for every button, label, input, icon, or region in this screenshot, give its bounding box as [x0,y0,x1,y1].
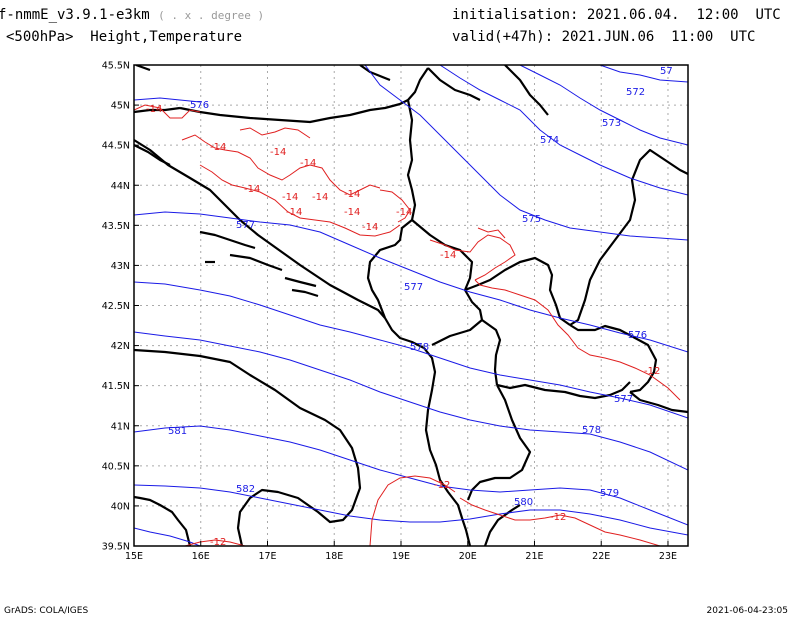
temperature-label: -12 [644,366,660,377]
units-label: ( . x . degree ) [158,9,265,22]
lat-tick-label: 40N [111,501,130,512]
height-label-group: 576 572 573 574 575 577 577 578 576 577 … [168,66,673,508]
temperature-label: -12 [550,512,566,523]
temperature-label: -14 [312,192,328,203]
height-label: 576 [628,330,647,341]
temperature-label: -14 [282,192,298,203]
temperature-label: -14 [146,104,162,115]
coastlines-and-borders [134,65,688,546]
height-label: 575 [522,214,541,225]
field-title: <500hPa> Height,Temperature [6,29,243,45]
lat-tick-label: 44N [111,181,130,192]
lat-tick-label: 45N [111,101,130,112]
height-label: 582 [236,484,255,495]
temperature-label: -14 [344,189,360,200]
lat-tick-label: 39.5N [102,542,130,553]
lat-tick-label: 44.5N [102,141,130,152]
lat-tick-label: 45.5N [102,61,130,72]
software-credit: GrADS: COLA/IGES [4,606,89,616]
lon-tick-label: 23E [659,551,677,562]
height-label: 578 [582,425,601,436]
model-title: f-nmmE_v3.9.1-e3km ( . x . degree ) [0,7,264,24]
lat-tick-label: 41N [111,421,130,432]
temperature-label: -14 [270,147,286,158]
temperature-label: -12 [210,537,226,548]
temperature-label: -14 [396,207,412,218]
lon-tick-label: 22E [592,551,610,562]
height-label: 578 [410,342,429,353]
temperature-contours [134,104,681,546]
temperature-label: -14 [440,250,456,261]
lat-tick-label: 43N [111,261,130,272]
temperature-label: -14 [286,207,302,218]
height-label: 574 [540,135,559,146]
lat-tick-label: 42N [111,341,130,352]
lon-tick-label: 21E [525,551,543,562]
temperature-label-group: -14 -14 -14 -14 -14 -14 -14 -14 -14 -14 … [146,104,660,548]
lon-tick-label: 16E [192,551,210,562]
lon-tick-label: 17E [258,551,276,562]
height-label: 576 [190,100,209,111]
valid-time: valid(+47h): 2021.JUN.06 11:00 UTC [452,29,755,45]
init-label: initialisation: [452,7,579,23]
lat-tick-label: 41.5N [102,381,130,392]
height-label: 577 [404,282,423,293]
lat-tick-label: 42.5N [102,301,130,312]
temperature-label: -14 [344,207,360,218]
lon-tick-label: 18E [325,551,343,562]
height-contours [134,65,688,546]
height-label: 577 [236,220,255,231]
lat-tick-label: 43.5N [102,221,130,232]
temperature-label: -14 [244,184,260,195]
height-label: 577 [614,394,633,405]
temperature-label: -14 [300,158,316,169]
init-time: initialisation: 2021.06.04. 12:00 UTC [452,7,781,23]
longitude-axis: 15E 16E 17E 18E 19E 20E 21E 22E 23E [125,541,677,562]
lon-tick-label: 20E [459,551,477,562]
lat-tick-label: 40.5N [102,461,130,472]
height-label: 572 [626,87,645,98]
valid-value: 2021.JUN.06 11:00 UTC [561,29,756,45]
height-label: 57 [660,66,673,77]
valid-label: valid(+47h): [452,29,554,45]
generation-timestamp: 2021-06-04-23:05 [706,606,789,616]
height-label: 581 [168,426,187,437]
temperature-label: -14 [362,222,378,233]
model-name: f-nmmE_v3.9.1-e3km [0,7,150,23]
temperature-label: -14 [210,142,226,153]
height-label: 580 [514,497,533,508]
temperature-label: -12 [434,480,450,491]
init-value: 2021.06.04. 12:00 UTC [586,7,781,23]
lon-tick-label: 15E [125,551,143,562]
lon-tick-label: 19E [392,551,410,562]
height-label: 579 [600,488,619,499]
height-label: 573 [602,118,621,129]
latitude-axis: 39.5N 40N 40.5N 41N 41.5N 42N 42.5N 43N 43.5N 44N… [102,61,139,553]
grid-lines [134,65,688,546]
